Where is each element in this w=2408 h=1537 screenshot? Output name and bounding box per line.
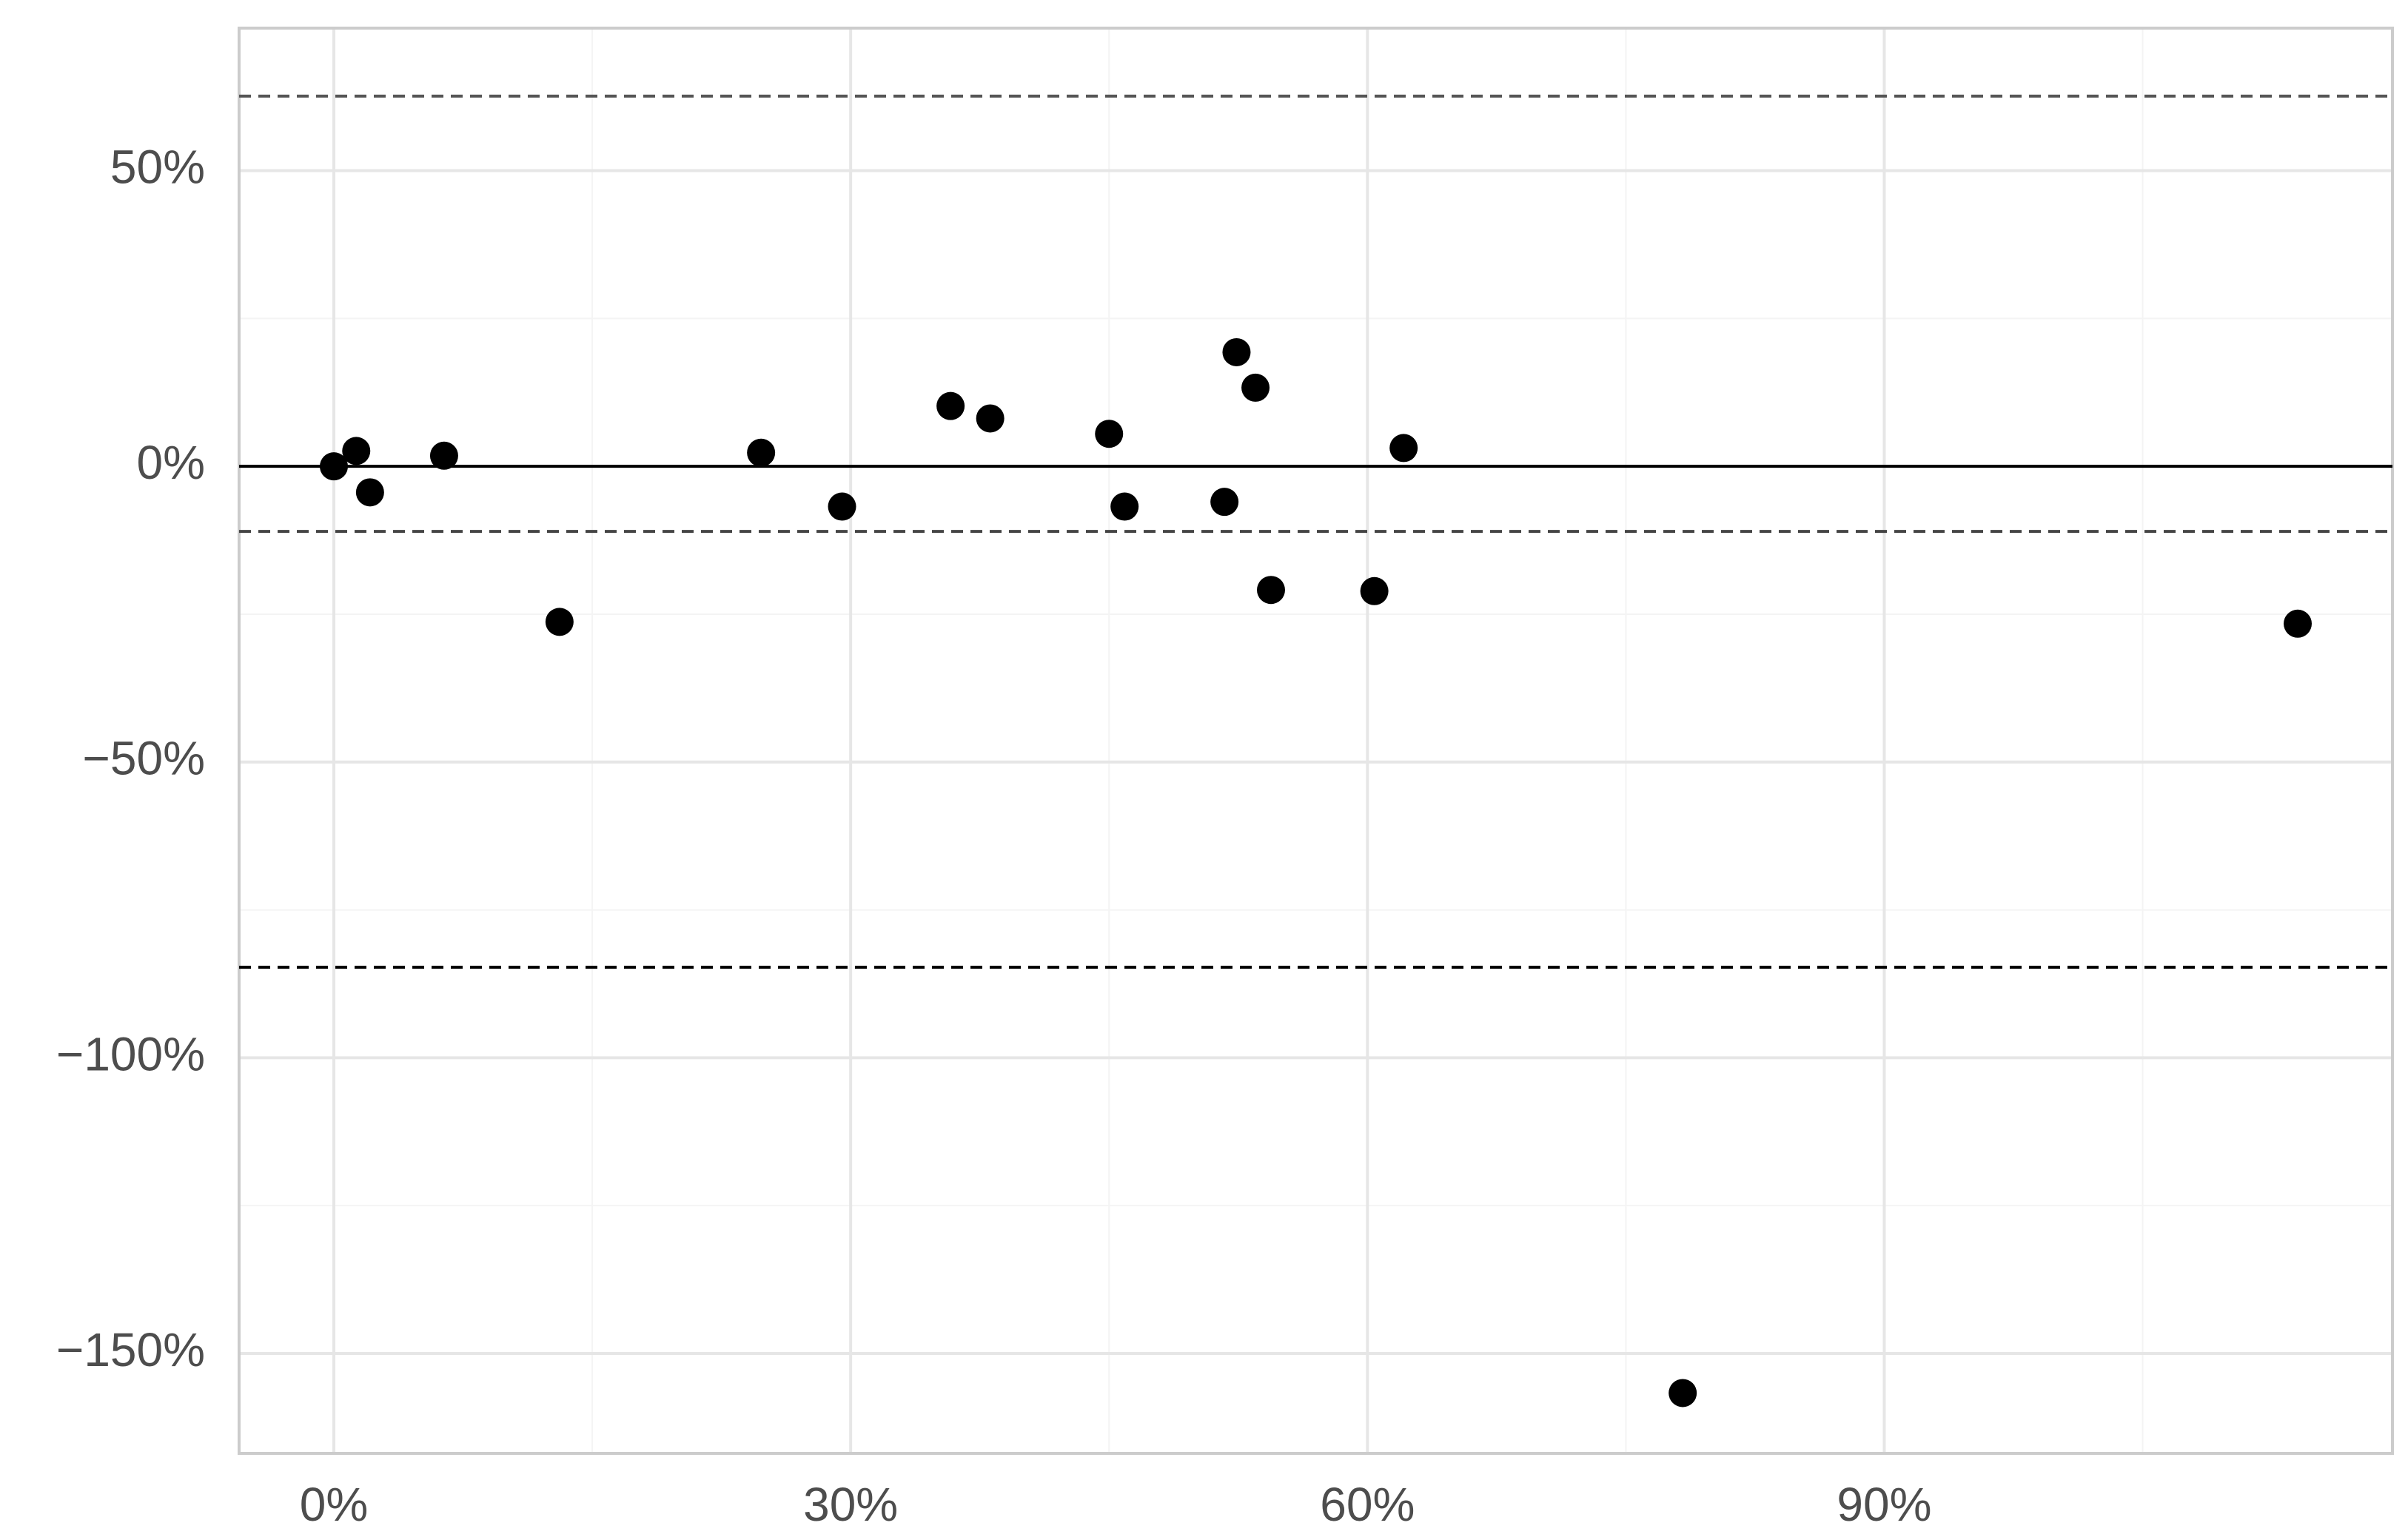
y-tick-label: −150% [56,1323,205,1376]
x-tick-label: 30% [803,1478,898,1531]
point [1110,492,1139,521]
point [1256,576,1285,605]
point [545,608,574,636]
point [1669,1379,1697,1407]
y-tick-label: 50% [110,141,205,194]
x-tick-label: 0% [300,1478,369,1531]
y-tick-label: −100% [56,1027,205,1080]
point [1241,373,1270,402]
point [319,452,348,481]
point [1210,488,1239,517]
x-tick-label: 60% [1320,1478,1415,1531]
point [1222,337,1251,366]
point [1095,420,1124,448]
point [828,492,856,521]
y-tick-label: 0% [137,436,206,489]
point [2284,609,2313,638]
y-tick-label: −50% [83,732,205,785]
point [429,441,458,470]
point [355,478,384,507]
point [936,391,965,420]
point [1389,434,1418,463]
panel-border [238,27,2394,1455]
point [747,438,776,467]
point [342,437,371,465]
x-tick-label: 90% [1837,1478,1931,1531]
point [976,404,1005,433]
point [1360,576,1389,605]
